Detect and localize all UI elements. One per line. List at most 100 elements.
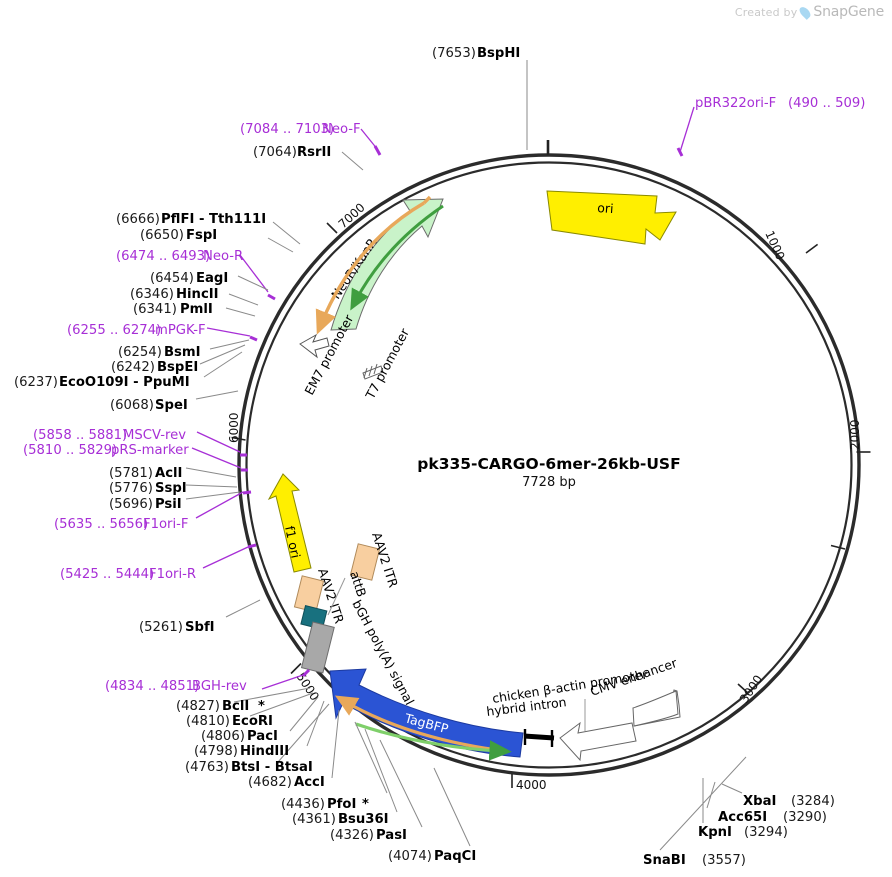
snabi-name: SnaBI: [643, 853, 686, 868]
label-psii[interactable]: (5696) PsiI: [109, 497, 182, 512]
sbfi-position: (5261): [139, 620, 183, 635]
feature-f1-ori[interactable]: f1 ori: [267, 473, 312, 573]
acc65i-name: Acc65I: [718, 810, 767, 825]
label-acli[interactable]: (5781) AclI: [109, 466, 182, 481]
green-annotation-arc-bottom: [355, 722, 512, 761]
bspei-position: (6242): [111, 360, 155, 375]
prs-marker-name: pRS-marker: [111, 443, 189, 458]
label-bsmi[interactable]: (6254) BsmI: [118, 345, 201, 360]
mscv-rev-range: (5858 .. 5881): [33, 428, 127, 443]
eagi-position: (6454): [150, 271, 194, 286]
label-fspi[interactable]: (6650) FspI: [140, 228, 217, 243]
rsrii-position: (7064): [253, 145, 297, 160]
pasi-name: PasI: [376, 828, 407, 843]
fspi-name: FspI: [186, 228, 217, 243]
label-neo-f[interactable]: (7084 .. 7103) Neo-F: [240, 122, 361, 137]
label-pflfi-tth111i[interactable]: (6666) PflFI - Tth111I: [116, 212, 266, 227]
paci-name: PacI: [247, 729, 278, 744]
label-snabi[interactable]: SnaBI (3557): [643, 853, 746, 868]
bsu36i-position: (4361): [292, 812, 336, 827]
mpgk-f-range: (6255 .. 6274): [67, 323, 161, 338]
feature-label-ori: ori: [597, 200, 614, 216]
mscv-rev-name: MSCV-rev: [123, 428, 186, 443]
label-bsphi[interactable]: (7653) BspHI: [432, 46, 520, 61]
watermark-brand: SnapGene: [813, 4, 884, 20]
label-mscv-rev[interactable]: (5858 .. 5881) MSCV-rev: [33, 428, 186, 443]
green-annotation-arc-top: [350, 204, 444, 311]
label-bspei[interactable]: (6242) BspEI: [111, 360, 198, 375]
btsi-name: BtsI - BtsaI: [231, 760, 313, 775]
f1ori-f-name: F1ori-F: [143, 517, 188, 532]
spei-position: (6068): [110, 398, 154, 413]
label-btsi-btsai[interactable]: (4763) BtsI - BtsaI: [185, 760, 313, 775]
feature-ori[interactable]: ori: [546, 190, 677, 245]
label-prs-marker[interactable]: (5810 .. 5829) pRS-marker: [23, 443, 189, 458]
watermark-created-by: Created by: [734, 5, 798, 19]
bsphi-position: (7653): [432, 46, 476, 61]
ecori-name: EcoRI: [232, 714, 273, 729]
kpni-name: KpnI: [698, 825, 732, 840]
plasmid-size: 7728 bp: [522, 475, 576, 490]
pfoi-star: *: [362, 797, 369, 812]
xbai-name: XbaI: [743, 794, 776, 809]
btsi-position: (4763): [185, 760, 229, 775]
label-neo-r[interactable]: (6474 .. 6493) Neo-R: [116, 249, 243, 264]
label-kpni[interactable]: KpnI (3294): [698, 825, 788, 840]
label-acc65i[interactable]: Acc65I (3290): [718, 810, 827, 825]
acli-position: (5781): [109, 466, 153, 481]
prs-marker-range: (5810 .. 5829): [23, 443, 117, 458]
bcli-star: *: [258, 699, 265, 714]
label-paqci[interactable]: (4074) PaqCI: [388, 849, 476, 864]
bgh-rev-name: BGH-rev: [192, 679, 247, 694]
pflfi-position: (6666): [116, 212, 160, 227]
bsphi-name: BspHI: [477, 46, 520, 61]
orange-annotation-arc-bottom: [334, 695, 498, 752]
label-hindiii[interactable]: (4798) HindIII: [194, 744, 289, 759]
label-bsu36i[interactable]: (4361) Bsu36I: [292, 812, 389, 827]
label-eagi[interactable]: (6454) EagI: [150, 271, 228, 286]
feature-cmv-enhancer[interactable]: CMV enhancer: [588, 655, 681, 727]
label-bcli[interactable]: (4827) BclI *: [176, 699, 265, 714]
label-rsrii[interactable]: (7064) RsrII: [253, 145, 331, 160]
label-pasi[interactable]: (4326) PasI: [330, 828, 407, 843]
sspi-position: (5776): [109, 481, 153, 496]
bsu36i-name: Bsu36I: [338, 812, 389, 827]
xbai-position: (3284): [791, 794, 835, 809]
neo-f-name: Neo-F: [322, 122, 361, 137]
feature-t7-promoter[interactable]: T7 promoter: [362, 325, 413, 402]
label-sbfi[interactable]: (5261) SbfI: [139, 620, 215, 635]
label-hincii[interactable]: (6346) HincII: [130, 287, 219, 302]
pfoi-name: PfoI: [327, 797, 356, 812]
f1ori-r-name: F1ori-R: [149, 567, 196, 582]
label-paci[interactable]: (4806) PacI: [201, 729, 278, 744]
psii-name: PsiI: [155, 497, 182, 512]
label-bgh-rev[interactable]: (4834 .. 4851) BGH-rev: [105, 679, 247, 694]
label-xbai[interactable]: XbaI (3284): [743, 794, 835, 809]
tick-label-6000: 6000: [227, 412, 241, 443]
spei-name: SpeI: [155, 398, 188, 413]
label-f1ori-r[interactable]: (5425 .. 5444) F1ori-R: [60, 567, 196, 582]
pbr322ori-f-name: pBR322ori-F: [695, 96, 776, 111]
feature-em7-promoter[interactable]: EM7 promoter: [299, 311, 357, 397]
neo-r-range: (6474 .. 6493): [116, 249, 210, 264]
label-pfoi[interactable]: (4436) PfoI *: [281, 797, 369, 812]
label-acci[interactable]: (4682) AccI: [248, 775, 325, 790]
label-spei[interactable]: (6068) SpeI: [110, 398, 188, 413]
label-pmli[interactable]: (6341) PmlI: [133, 302, 213, 317]
label-sspi[interactable]: (5776) SspI: [109, 481, 187, 496]
snabi-position: (3557): [702, 853, 746, 868]
label-f1ori-f[interactable]: (5635 .. 5656) F1ori-F: [54, 517, 188, 532]
pmli-name: PmlI: [180, 302, 213, 317]
label-ecoo109i-ppumi[interactable]: (6237) EcoO109I - PpuMI: [14, 375, 190, 390]
label-mpgk-f[interactable]: (6255 .. 6274) mPGK-F: [67, 323, 206, 338]
acc65i-position: (3290): [783, 810, 827, 825]
feature-label-f1-ori: f1 ori: [282, 525, 303, 560]
tick-label-2000: 2000: [848, 419, 862, 450]
pflfi-name: PflFI - Tth111I: [161, 212, 266, 227]
label-pbr322ori-f[interactable]: pBR322ori-F (490 .. 509): [695, 96, 865, 111]
bcli-name: BclI: [222, 699, 249, 714]
label-ecori[interactable]: (4810) EcoRI: [186, 714, 273, 729]
bcli-position: (4827): [176, 699, 220, 714]
pmli-position: (6341): [133, 302, 177, 317]
